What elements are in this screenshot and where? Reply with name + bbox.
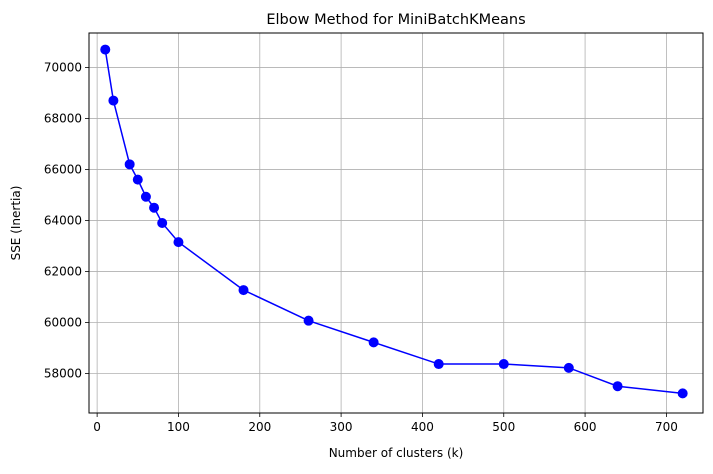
data-point (563, 362, 574, 373)
x-tick-label: 600 (574, 420, 597, 434)
y-tick-label: 68000 (44, 111, 82, 125)
data-point (124, 159, 135, 170)
y-tick-label: 66000 (44, 162, 82, 176)
data-point (173, 237, 184, 248)
y-tick-label: 60000 (44, 315, 82, 329)
data-point (368, 337, 379, 348)
data-point (108, 95, 119, 106)
y-tick-label: 58000 (44, 366, 82, 380)
series-layer (100, 44, 688, 399)
x-tick-label: 0 (93, 420, 101, 434)
data-point (612, 381, 623, 392)
data-point (303, 315, 314, 326)
x-tick-label: 700 (655, 420, 678, 434)
data-point (157, 218, 168, 228)
data-point (677, 388, 688, 399)
chart-title: Elbow Method for MiniBatchKMeans (266, 12, 525, 28)
data-point (498, 359, 509, 370)
data-point (433, 359, 444, 370)
data-point (140, 191, 151, 202)
x-tick-label: 400 (411, 420, 434, 434)
plot-frame (88, 32, 704, 414)
data-point (132, 174, 143, 185)
x-tick-label: 200 (248, 420, 271, 434)
x-axis-label: Number of clusters (k) (329, 446, 464, 460)
data-point (100, 44, 111, 55)
data-point (238, 285, 249, 296)
y-tick-label: 64000 (44, 213, 82, 227)
x-tick-label: 300 (330, 420, 353, 434)
y-axis-label: SSE (Inertia) (9, 186, 23, 261)
x-tick-label: 100 (167, 420, 190, 434)
axis-ticks: 0 100 200 300 400 500 600 700 58000 60000 62000 640… (44, 60, 678, 434)
series-line (104, 49, 683, 395)
x-tick-label: 500 (492, 420, 515, 434)
grid (89, 33, 703, 413)
y-tick-label: 62000 (44, 264, 82, 278)
y-tick-label: 70000 (44, 60, 82, 74)
data-point (149, 202, 160, 213)
